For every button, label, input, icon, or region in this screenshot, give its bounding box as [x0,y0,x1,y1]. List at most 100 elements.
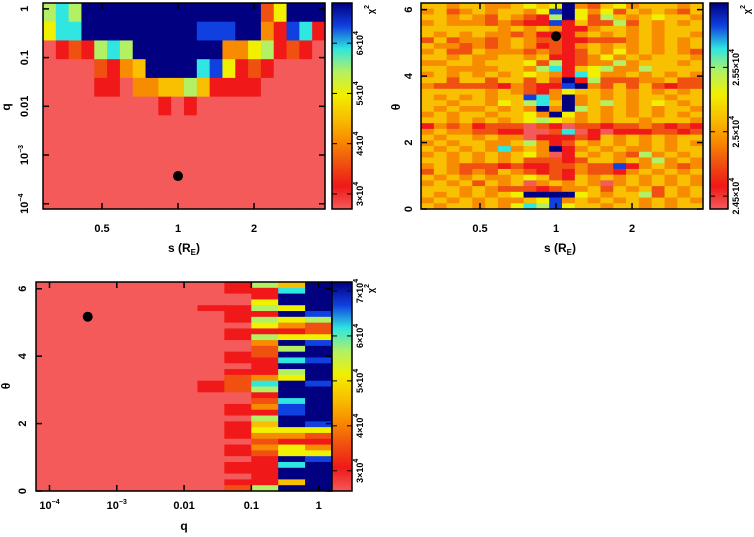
heatmap-cell [497,8,512,16]
heatmap-cell [170,444,199,451]
heatmap-cell [677,123,691,130]
heatmap-cell [43,21,57,42]
heatmap-cell [209,96,224,116]
heatmap-cell [36,316,64,324]
heatmap-cell [224,340,252,347]
heatmap-cell [626,140,640,147]
heatmap-cell [170,403,199,411]
heatmap-cell [143,351,172,359]
heatmap-cell [485,111,499,119]
heatmap-cell [613,71,627,78]
heatmap-cell [433,117,448,124]
heatmap-cell [446,37,461,44]
y-tick-label: 0.01 [19,96,31,117]
heatmap-cell [433,65,448,73]
heatmap-cell [251,450,279,457]
heatmap-cell [536,3,550,10]
heatmap-cell [651,151,666,159]
heatmap-cell [197,345,225,353]
heatmap-cell [143,282,172,289]
heatmap-cell [305,479,333,486]
heatmap-cell [549,151,563,159]
heatmap-cell [36,403,64,411]
heatmap-cell [62,351,91,359]
heatmap-cell [626,65,640,73]
heatmap-cell [626,77,640,84]
heatmap-cell [143,369,172,376]
heatmap-cell [574,111,589,119]
heatmap-cell [94,40,108,60]
heatmap-cell [116,369,145,376]
heatmap-cell [459,71,473,78]
heatmap-cell [170,479,199,486]
heatmap-cell [248,40,262,60]
heatmap-cell [510,94,525,101]
heatmap-cell [587,140,602,147]
heatmap-cell [433,174,448,181]
heatmap-cell [36,415,64,422]
heatmap-cell [235,21,249,42]
heatmap-cell [170,316,199,324]
heatmap-cell [690,77,704,84]
heatmap-cell [222,40,236,60]
heatmap-cell [472,8,486,16]
heatmap-cell [278,287,306,295]
heatmap-cell [273,152,288,173]
heatmap-cell [651,111,666,119]
heatmap-cell [485,14,499,21]
heatmap-cell [68,77,83,98]
heatmap-cell [251,432,279,440]
heatmap-cell [116,398,145,405]
heatmap-cell [143,461,172,469]
heatmap-cell [251,485,279,492]
heatmap-cell [446,203,461,210]
heatmap-cell [209,3,224,23]
heatmap-cell [209,190,224,210]
heatmap-cell [497,111,512,119]
heatmap-cell [224,351,252,359]
heatmap-cell [626,43,640,50]
heatmap-cell [36,322,64,330]
heatmap-cell [312,77,326,98]
heatmap-cell [222,115,236,135]
heatmap-cell [62,467,91,475]
heatmap-cell [536,117,550,124]
heatmap-cell [562,20,576,27]
heatmap-cell [651,180,666,187]
heatmap-cell [626,134,640,141]
heatmap-cell [536,186,550,193]
heatmap-cell [459,168,473,176]
heatmap-cell [638,54,653,61]
heatmap-cell [562,163,576,170]
heatmap-cell [600,20,614,27]
heatmap-cell [197,328,225,335]
heatmap-cell [574,180,589,187]
heatmap-cell [472,94,486,101]
heatmap-cell [62,450,91,457]
heatmap-cell [235,171,249,191]
heatmap-cell [143,485,172,492]
heatmap-cell [107,21,121,42]
colorbar-tick-label: 2.5×104 [729,116,741,148]
heatmap-cell [119,59,134,79]
heatmap-cell [305,328,333,335]
y-tick-label: 0 [17,488,29,494]
heatmap-cell [677,111,691,119]
heatmap-cell [446,83,461,90]
heatmap-cell [224,316,252,324]
heatmap-cell [485,117,499,124]
heatmap-cell [446,157,461,164]
heatmap-cell [613,60,627,67]
heatmap-cell [626,20,640,27]
heatmap-cell [510,71,525,78]
heatmap-cell [224,328,252,335]
heatmap-cell [312,115,326,135]
heatmap-cell [251,403,279,411]
heatmap-cell [690,197,704,204]
heatmap-cell [235,77,249,98]
heatmap-cell [510,174,525,181]
heatmap-cell [523,157,537,164]
heatmap-cell [574,123,589,130]
heatmap-cell [574,163,589,170]
heatmap-cell [251,467,279,475]
